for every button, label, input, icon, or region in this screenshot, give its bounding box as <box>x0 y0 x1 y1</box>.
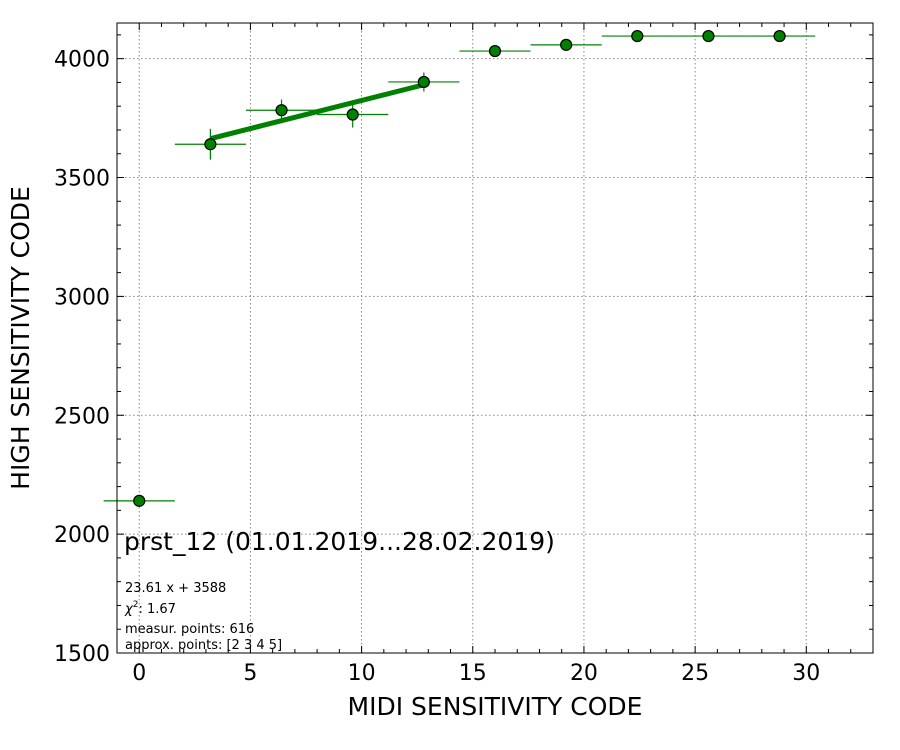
x-axis-label: MIDI SENSITIVITY CODE <box>348 692 643 721</box>
data-point <box>702 29 715 43</box>
data-point <box>133 494 146 507</box>
y-tick-label: 3500 <box>54 167 110 192</box>
annotation-measured-points: measur. points: 616 <box>125 622 254 637</box>
x-tick-label: 15 <box>459 661 487 686</box>
y-tick-label: 2500 <box>54 404 110 429</box>
major-ticks <box>117 23 873 654</box>
y-tick-label: 4000 <box>54 48 110 73</box>
plot-frame <box>116 22 874 654</box>
chi2-superscript: 2 <box>133 600 139 610</box>
data-point <box>275 104 288 117</box>
y-axis-label: HIGH SENSITIVITY CODE <box>6 186 35 490</box>
annotation-chi2: χ2: 1.67 <box>124 600 176 617</box>
y-tick-labels: 1500 2000 2500 3000 3500 4000 <box>54 48 110 667</box>
data-point <box>346 108 359 121</box>
x-tick-label: 10 <box>348 661 376 686</box>
annotation-approx-points: approx. points: [2 3 4 5] <box>125 638 282 653</box>
fit-line <box>209 82 425 142</box>
data-point <box>488 44 502 58</box>
x-tick-label: 5 <box>243 661 257 686</box>
annotation-box: prst_12 (01.01.2019...28.02.2019) 23.61 … <box>124 527 555 653</box>
minor-ticks <box>116 23 874 653</box>
data-points <box>133 29 786 507</box>
data-point <box>631 29 644 43</box>
x-tick-label: 25 <box>681 661 709 686</box>
data-point <box>204 138 217 151</box>
data-point <box>773 29 786 43</box>
x-tick-label: 20 <box>570 661 598 686</box>
y-tick-label: 3000 <box>54 285 110 310</box>
data-point <box>417 75 430 89</box>
annotation-equation: 23.61 x + 3588 <box>125 581 226 596</box>
data-point <box>560 38 573 51</box>
x-tick-label: 30 <box>792 661 820 686</box>
chi2-value: : 1.67 <box>138 602 175 617</box>
fit-line-group <box>209 82 425 142</box>
y-tick-label: 1500 <box>54 642 110 667</box>
x-tick-labels: 0 5 10 15 20 25 30 <box>132 661 820 686</box>
chi2-symbol: χ <box>124 602 134 617</box>
y-tick-label: 2000 <box>54 523 110 548</box>
annotation-title: prst_12 (01.01.2019...28.02.2019) <box>124 527 555 556</box>
x-tick-label: 0 <box>132 661 146 686</box>
